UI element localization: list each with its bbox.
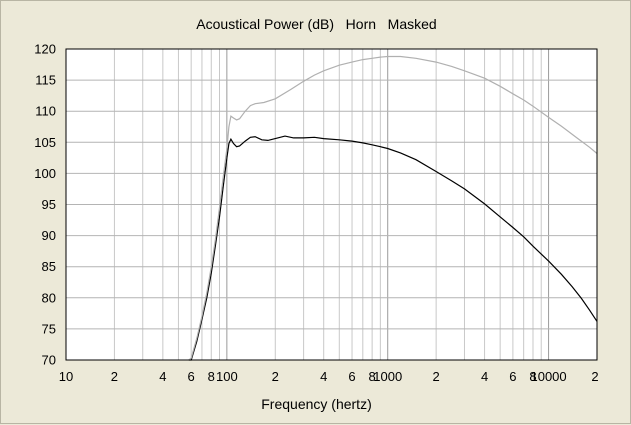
y-tick-label: 95 [42, 197, 56, 212]
x-tick-label: 2 [433, 369, 440, 384]
y-tick-labels: 70 75 80 85 90 95 100 105 110 115 120 [34, 42, 56, 368]
y-tick-label: 90 [42, 228, 56, 243]
x-tick-label: 10000 [530, 369, 566, 384]
x-tick-label: 10 [59, 369, 73, 384]
x-tick-label: 1000 [373, 369, 402, 384]
y-tick-label: 110 [35, 104, 56, 119]
y-tick-label: 115 [35, 73, 56, 88]
x-tick-label: 6 [188, 369, 195, 384]
chart-title: Acoustical Power (dB) Horn Masked [196, 16, 437, 32]
x-tick-label: 4 [481, 369, 488, 384]
y-tick-label: 70 [42, 353, 56, 368]
plot-frame [65, 48, 598, 361]
y-tick-label: 75 [42, 321, 56, 336]
series-line-2 [188, 55, 598, 361]
series-group [188, 55, 598, 361]
x-tick-label: 8 [529, 369, 536, 384]
grid [66, 49, 597, 360]
y-tick-label: 100 [34, 166, 56, 181]
x-tick-label: 2 [111, 369, 118, 384]
x-tick-label: 100 [216, 369, 238, 384]
x-tick-label: 6 [509, 369, 516, 384]
y-tick-label: 105 [34, 135, 56, 150]
y-tick-label: 80 [42, 290, 56, 305]
x-axis-label: Frequency (hertz) [261, 396, 372, 412]
x-tick-label: 8 [369, 369, 376, 384]
y-tick-label: 120 [34, 42, 56, 57]
x-tick-label: 4 [320, 369, 327, 384]
x-tick-label: 4 [159, 369, 166, 384]
x-tick-label: 2 [591, 369, 598, 384]
x-tick-label: 8 [208, 369, 215, 384]
series-line-1 [188, 135, 598, 361]
y-tick-label: 85 [42, 259, 56, 274]
x-tick-label: 6 [348, 369, 355, 384]
x-tick-label: 2 [272, 369, 279, 384]
